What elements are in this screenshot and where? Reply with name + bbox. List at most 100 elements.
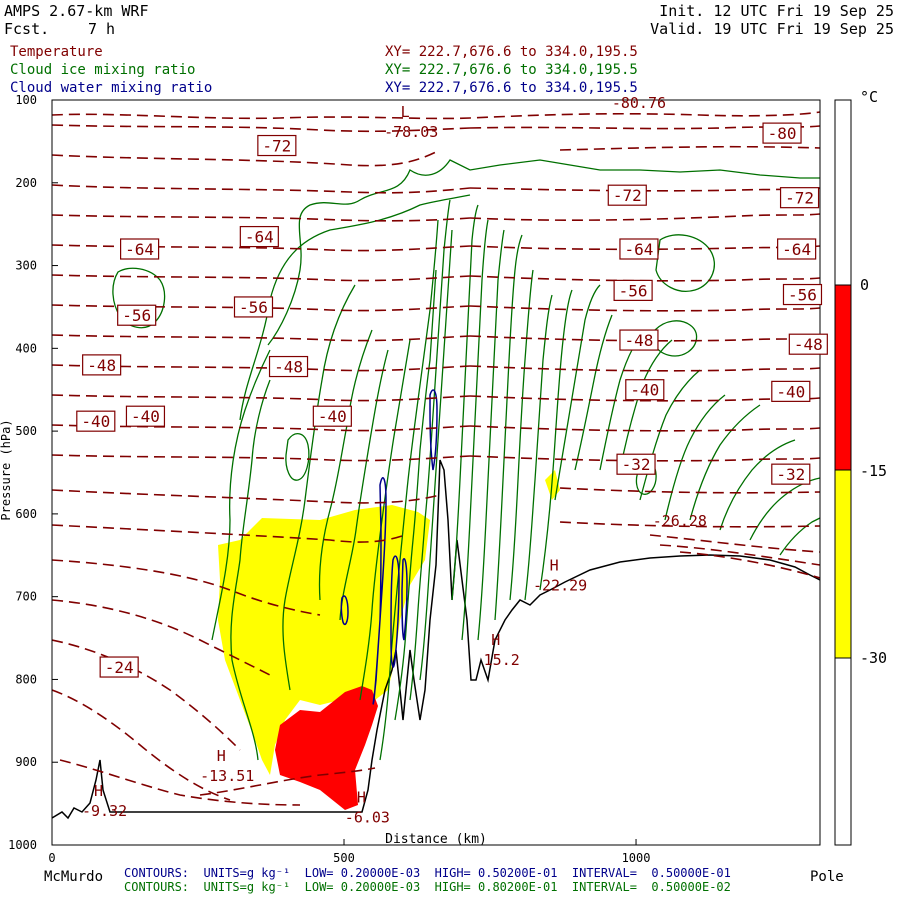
temperature-label-box [82,354,122,376]
temperature-shading [218,470,560,810]
yellow-shading [218,505,430,775]
temperature-label: -56 [788,286,817,305]
temperature-label-box [268,355,309,378]
colorbar-segment-white-top [834,99,852,286]
temperature-label-box [788,333,828,355]
temperature-label: -40 [776,382,805,401]
temperature-label: -64 [624,240,653,259]
y-tick-label: 800 [15,672,37,686]
extremum-value: -22.29 [533,577,587,595]
temperature-label: -72 [785,189,814,208]
extremum-value: -26.28 [653,512,707,530]
temperature-label-box [779,187,820,209]
temperature-contours [52,111,820,806]
temperature-label-box [619,238,659,260]
temperature-label: -56 [122,306,151,325]
temperature-label-box [233,296,274,318]
temperature-label: -48 [87,356,116,375]
x-tick-label: 500 [333,851,355,865]
extremum-value: -80.76 [612,94,666,112]
colorbar-label-30: -30 [860,649,887,667]
valid-time: Valid. 19 UTC Fri 19 Sep 25 [650,20,894,38]
temperature-label-box [616,453,656,475]
temperature-label: -24 [105,658,134,677]
temperature-label-box [782,283,823,306]
plot-frame [51,99,821,846]
y-tick-label: 700 [15,590,37,604]
temperature-label-layer: -72 -80 -72 -72 -64 -64 -64 -64 -56 -56 -56 -56 -48 -… [76,122,828,678]
temperature-label: -32 [776,465,805,484]
temperature-label-box [257,134,297,157]
temperature-label: -72 [613,186,642,205]
x-axis-title: Distance (km) [385,832,487,847]
y-axis-title: Pressure (hPa) [0,419,13,520]
temperature-label-box [625,379,665,401]
y-tick-label: 400 [15,341,37,355]
temperature-label: -56 [239,298,268,317]
extremum-marker: H [357,789,366,807]
temperature-label: -40 [81,412,110,431]
init-time: Init. 12 UTC Fri 19 Sep 25 [659,2,894,20]
temperature-label: -40 [318,407,347,426]
legend-cloud-ice-xy: XY= 222.7,676.6 to 334.0,195.5 [385,62,638,78]
colorbar-segment-yellow [834,469,852,659]
colorbar-segment-white-bottom [834,657,852,846]
y-tick-label: 200 [15,176,37,190]
forecast-value: 7 h [88,20,116,38]
extremum-marker: H [217,747,226,765]
legend-cloud-ice: Cloud ice mixing ratio [10,62,196,78]
extremum-value: -9.32 [82,802,127,820]
temperature-label: -48 [624,331,653,350]
extremum-value: -6.03 [345,809,390,827]
temperature-label-box [312,405,352,427]
temperature-label: -48 [794,335,823,354]
extremum-marker: H [491,631,500,649]
temperature-label: -40 [630,381,659,400]
colorbar-label-15: -15 [860,462,887,480]
y-tick-label: 300 [15,259,37,273]
x-tick-label: 1000 [622,851,651,865]
extremum-value: -78.03 [384,123,438,141]
temperature-label-box [771,380,811,402]
temperature-label-box [125,405,166,427]
extremum-marker: H [550,557,559,575]
cloud-ice-contour-info: CONTOURS: UNITS=g kg⁻¹ LOW= 0.20000E-03 … [124,880,731,894]
extremum-marker: H [94,782,103,800]
temperature-label-box [117,304,157,326]
colorbar-unit: °C [860,88,878,106]
forecast-label: Fcst. [4,20,50,38]
red-shading [275,686,378,810]
colorbar-segment-red [834,284,852,471]
y-axis: 100 200 300 400 500 600 700 800 900 1000 [8,93,58,852]
temperature-label: -64 [782,240,811,259]
terrain-line [52,459,820,820]
temperature-label: -80 [768,124,797,143]
colorbar: °C 0 -15 -30 [834,88,887,846]
temperature-label-box [762,122,802,144]
temperature-label: -32 [622,455,651,474]
temperature-label-box [76,410,116,432]
temperature-label: -56 [619,281,648,300]
temperature-label: -72 [262,137,291,156]
temperature-label-box [607,184,647,206]
legend-temperature-xy: XY= 222.7,676.6 to 334.0,195.5 [385,44,638,60]
temperature-label: -64 [245,228,274,247]
extremum-value: 15.2 [484,651,520,669]
temperature-label: -64 [125,240,154,259]
start-location-label: McMurdo [44,869,104,885]
y-tick-label: 1000 [8,838,37,852]
y-tick-label: 500 [15,424,37,438]
temperature-label-box [99,656,139,678]
colorbar-label-0: 0 [860,276,869,294]
extrema-layer: L -78.03 -80.76 -26.28 H -22.29 H 15.2 H -13.51 H -… [82,94,707,826]
temperature-label-box [120,238,160,260]
temperature-label: -48 [274,358,303,377]
x-tick-label: 0 [48,851,55,865]
legend-cloud-water: Cloud water mixing ratio [10,80,213,96]
legend-temperature: Temperature [10,44,103,60]
temperature-label-box [239,225,279,248]
y-tick-label: 100 [15,93,37,107]
y-tick-label: 600 [15,507,37,521]
